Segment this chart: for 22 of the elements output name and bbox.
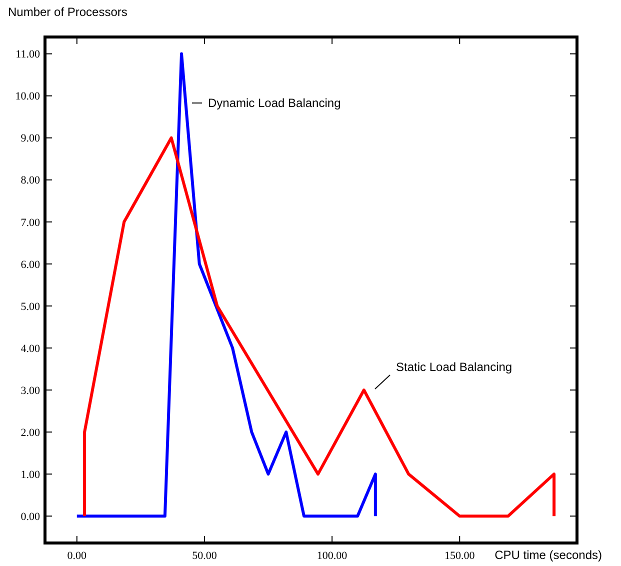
y-tick-label: 1.00	[20, 468, 40, 481]
y-tick-label: 3.00	[20, 384, 40, 397]
line-series	[83, 136, 556, 518]
y-tick-label: 9.00	[20, 132, 40, 145]
x-tick-label: 150.00	[444, 550, 476, 562]
line-series	[75, 52, 377, 518]
y-tick-label: 6.00	[20, 258, 40, 271]
y-tick-label: 0.00	[20, 510, 40, 523]
y-tick-label: 10.00	[15, 90, 40, 103]
annotation: Dynamic Load Balancing	[208, 96, 341, 110]
y-tick-label: 2.00	[20, 426, 40, 439]
x-axis-title: CPU time (seconds)	[494, 548, 602, 562]
x-tick-label: 0.00	[67, 550, 88, 562]
y-tick-label: 4.00	[20, 342, 40, 355]
y-tick-label: 11.00	[16, 48, 40, 61]
y-axis-title: Number of Processors	[8, 5, 128, 19]
y-tick-label: 8.00	[20, 174, 40, 187]
y-tick-label: 7.00	[20, 216, 40, 229]
annotation: Static Load Balancing	[396, 360, 512, 374]
x-tick-label: 50.00	[192, 550, 218, 562]
y-tick-label: 5.00	[20, 300, 40, 313]
x-tick-label: 100.00	[316, 550, 348, 562]
